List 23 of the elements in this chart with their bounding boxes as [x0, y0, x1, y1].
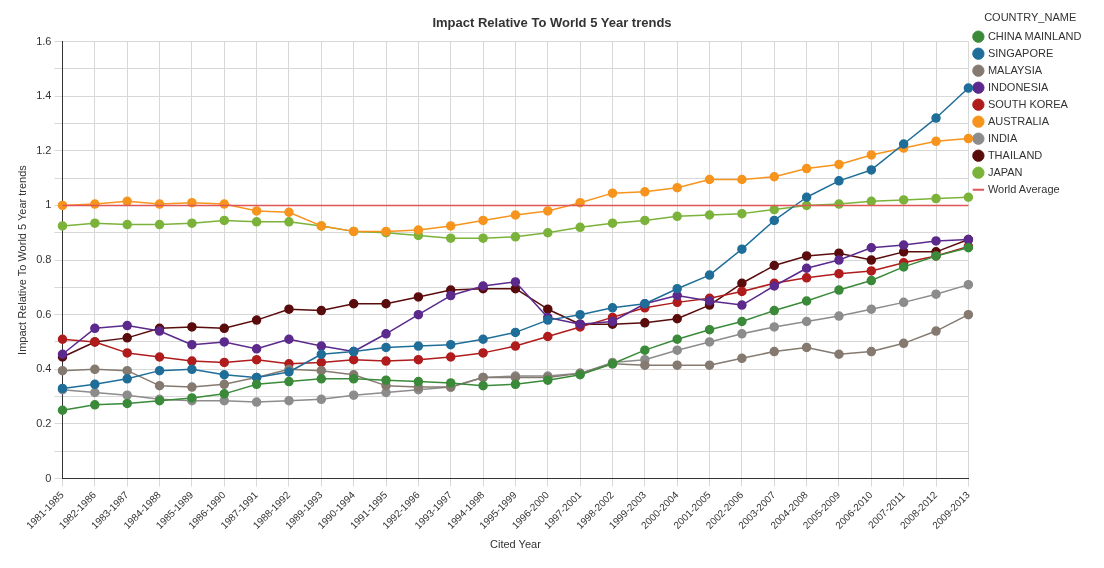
chart-title: Impact Relative To World 5 Year trends: [432, 15, 672, 31]
legend-label: MALAYSIA: [987, 63, 1043, 76]
legend-title: COUNTRY_NAME: [984, 10, 1077, 23]
legend-label: AUSTRALIA: [987, 114, 1050, 127]
legend-label: INDONESIA: [987, 80, 1050, 93]
y-tick-label: 0.6: [36, 307, 52, 320]
y-tick-label: 0: [45, 471, 52, 484]
legend-label: SOUTH KOREA: [987, 97, 1069, 110]
legend-label: JAPAN: [987, 165, 1023, 178]
y-tick-label: 0.8: [36, 253, 52, 266]
y-tick-label: 0.4: [36, 362, 52, 375]
y-tick-label: 1.6: [36, 34, 52, 47]
legend-label: CHINA MAINLAND: [987, 29, 1082, 42]
legend-label: SINGAPORE: [987, 46, 1054, 59]
legend-label: World Average: [987, 182, 1060, 195]
y-axis-title: Impact Relative To World 5 Year trends: [15, 164, 28, 355]
legend-label: THAILAND: [987, 148, 1043, 161]
y-tick-label: 1.2: [36, 143, 52, 156]
legend-label: INDIA: [987, 131, 1018, 144]
y-tick-label: 1: [45, 198, 52, 211]
x-axis-title: Cited Year: [490, 538, 542, 551]
y-tick-label: 1.4: [36, 89, 52, 102]
y-tick-label: 0.2: [36, 416, 52, 429]
